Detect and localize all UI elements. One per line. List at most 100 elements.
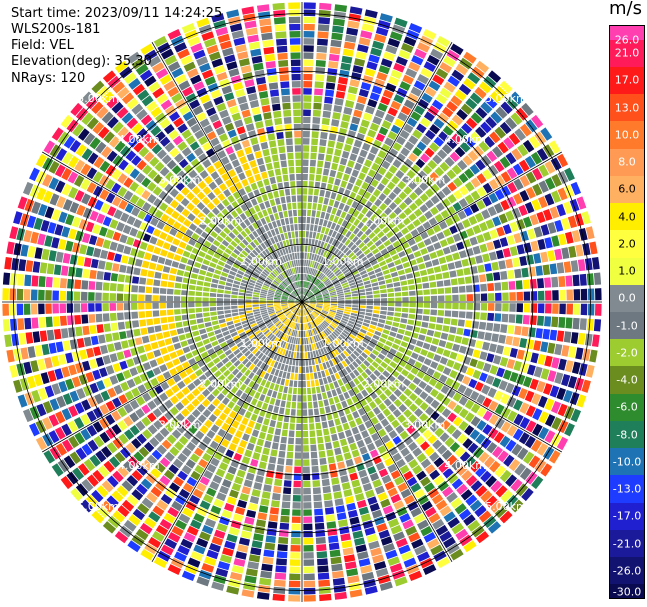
velocity-gate	[303, 309, 307, 316]
velocity-gate	[244, 247, 251, 254]
velocity-gate	[307, 260, 311, 267]
velocity-gate	[519, 417, 531, 430]
velocity-gate	[309, 302, 316, 305]
velocity-gate	[273, 251, 279, 259]
velocity-gate	[342, 329, 350, 336]
velocity-gate	[231, 291, 239, 295]
velocity-gate	[350, 254, 357, 261]
velocity-gate	[288, 297, 295, 300]
velocity-gate	[345, 366, 352, 374]
velocity-gate	[329, 549, 341, 558]
velocity-gate	[387, 262, 395, 269]
velocity-gate	[24, 274, 32, 287]
velocity-gate	[334, 447, 342, 456]
velocity-gate	[252, 452, 261, 461]
velocity-gate	[210, 424, 220, 433]
velocity-gate	[431, 99, 444, 111]
velocity-gate	[365, 210, 374, 219]
velocity-gate	[439, 239, 448, 248]
velocity-gate	[132, 239, 142, 248]
velocity-gate	[259, 302, 266, 304]
velocity-gate	[96, 380, 106, 391]
velocity-gate	[359, 328, 367, 334]
velocity-gate	[465, 494, 478, 507]
velocity-gate	[107, 75, 121, 89]
velocity-gate	[52, 277, 60, 288]
velocity-gate	[123, 416, 134, 427]
velocity-gate	[305, 281, 309, 289]
velocity-gate	[436, 249, 444, 257]
velocity-gate	[149, 156, 160, 167]
velocity-gate	[521, 267, 529, 278]
velocity-gate	[278, 274, 284, 281]
velocity-gate	[17, 318, 25, 331]
velocity-gate	[498, 334, 506, 344]
velocity-gate	[302, 359, 305, 366]
velocity-gate	[341, 282, 349, 287]
velocity-gate	[365, 377, 373, 385]
velocity-gate	[275, 290, 283, 295]
velocity-gate	[279, 332, 284, 339]
velocity-gate	[92, 224, 102, 235]
velocity-gate	[233, 237, 241, 244]
velocity-gate	[377, 102, 388, 112]
velocity-gate	[366, 356, 374, 364]
velocity-gate	[459, 302, 466, 310]
velocity-gate	[440, 385, 450, 395]
velocity-gate	[302, 173, 308, 181]
velocity-gate	[206, 361, 215, 369]
velocity-gate	[260, 291, 268, 295]
velocity-gate	[582, 242, 591, 256]
velocity-gate	[103, 460, 115, 473]
velocity-gate	[408, 191, 418, 201]
velocity-gate	[217, 193, 226, 202]
velocity-gate	[382, 329, 390, 335]
velocity-gate	[91, 80, 105, 94]
velocity-gate	[16, 363, 26, 376]
velocity-gate	[19, 377, 30, 391]
velocity-gate	[513, 178, 524, 191]
velocity-gate	[390, 69, 403, 80]
velocity-gate	[203, 356, 212, 364]
velocity-gate	[147, 400, 157, 411]
velocity-gate	[194, 464, 205, 475]
velocity-gate	[542, 264, 551, 276]
velocity-gate	[357, 188, 366, 197]
velocity-gate	[414, 320, 422, 327]
velocity-gate	[356, 317, 364, 322]
velocity-gate	[261, 402, 269, 411]
velocity-gate	[167, 564, 182, 575]
velocity-gate	[353, 247, 360, 254]
velocity-gate	[331, 477, 340, 485]
velocity-gate	[377, 150, 387, 159]
velocity-gate	[333, 248, 340, 256]
velocity-gate	[489, 460, 501, 473]
velocity-gate	[276, 551, 288, 559]
velocity-gate	[378, 193, 387, 202]
velocity-gate	[296, 423, 302, 431]
velocity-gate	[166, 302, 174, 309]
velocity-gate	[322, 219, 328, 227]
velocity-gate	[276, 242, 282, 250]
velocity-gate	[172, 458, 184, 469]
velocity-gate	[259, 202, 266, 211]
velocity-gate	[384, 324, 392, 331]
velocity-gate	[138, 146, 150, 158]
velocity-gate	[352, 209, 360, 218]
velocity-gate	[316, 326, 322, 333]
velocity-gate	[218, 318, 226, 324]
velocity-gate	[237, 233, 244, 241]
velocity-gate	[394, 17, 408, 28]
velocity-gate	[426, 267, 435, 275]
velocity-gate	[315, 247, 320, 254]
velocity-gate	[156, 499, 169, 511]
velocity-gate	[491, 333, 499, 343]
velocity-gate	[271, 335, 277, 342]
velocity-gate	[238, 266, 246, 273]
velocity-gate	[334, 269, 341, 275]
velocity-gate	[480, 155, 492, 167]
velocity-gate	[296, 330, 299, 338]
velocity-gate	[65, 213, 75, 226]
velocity-gate	[565, 275, 573, 287]
velocity-gate	[335, 287, 343, 291]
